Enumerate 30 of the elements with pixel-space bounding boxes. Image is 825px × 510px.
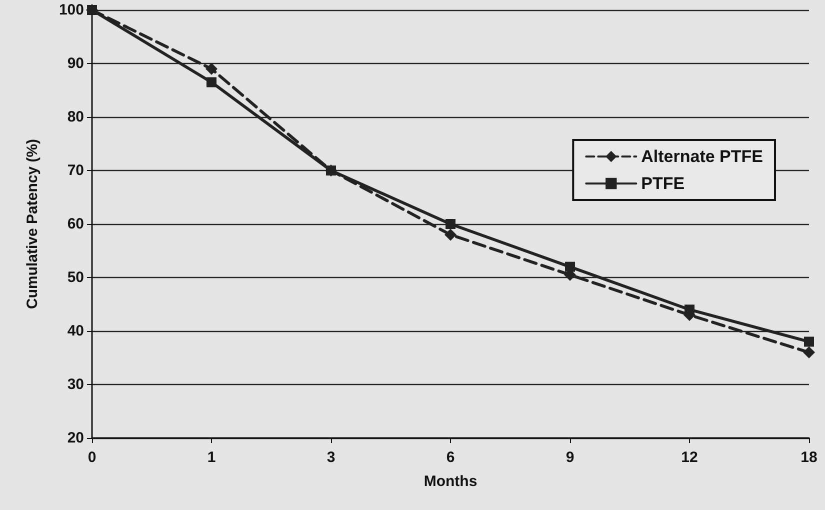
x-tick-label: 18: [800, 449, 818, 466]
x-tick-label: 3: [326, 449, 336, 466]
y-tick-label: 70: [67, 162, 84, 179]
point: [87, 5, 97, 15]
x-axis-title: Months: [424, 473, 478, 490]
point: [206, 77, 216, 88]
y-tick-label: 60: [67, 216, 84, 232]
x-tick-label: 12: [681, 449, 698, 466]
point: [803, 346, 815, 358]
y-tick-label: 50: [67, 269, 84, 286]
y-tick-label: 20: [67, 430, 84, 446]
point: [444, 228, 456, 241]
point: [804, 336, 814, 347]
x-tick-label: 0: [88, 449, 96, 466]
x-tick-label: 9: [566, 449, 574, 466]
point: [684, 304, 694, 315]
x-tick-label: 1: [207, 449, 216, 466]
point: [326, 166, 336, 176]
point: [206, 62, 218, 75]
y-tick-label: 90: [67, 55, 84, 72]
point: [446, 219, 456, 229]
y-tick-label: 30: [67, 376, 84, 393]
y-tick-label: 80: [67, 108, 84, 126]
x-tick-label: 6: [446, 449, 455, 466]
point: [565, 262, 575, 272]
y-axis-title: Cumulative Patency (%): [24, 138, 41, 310]
y-tick-label: 100: [58, 2, 84, 18]
legend-label: PTFE: [641, 174, 685, 193]
legend-label: Alternate PTFE: [641, 147, 764, 166]
y-tick-label: 40: [67, 322, 84, 340]
